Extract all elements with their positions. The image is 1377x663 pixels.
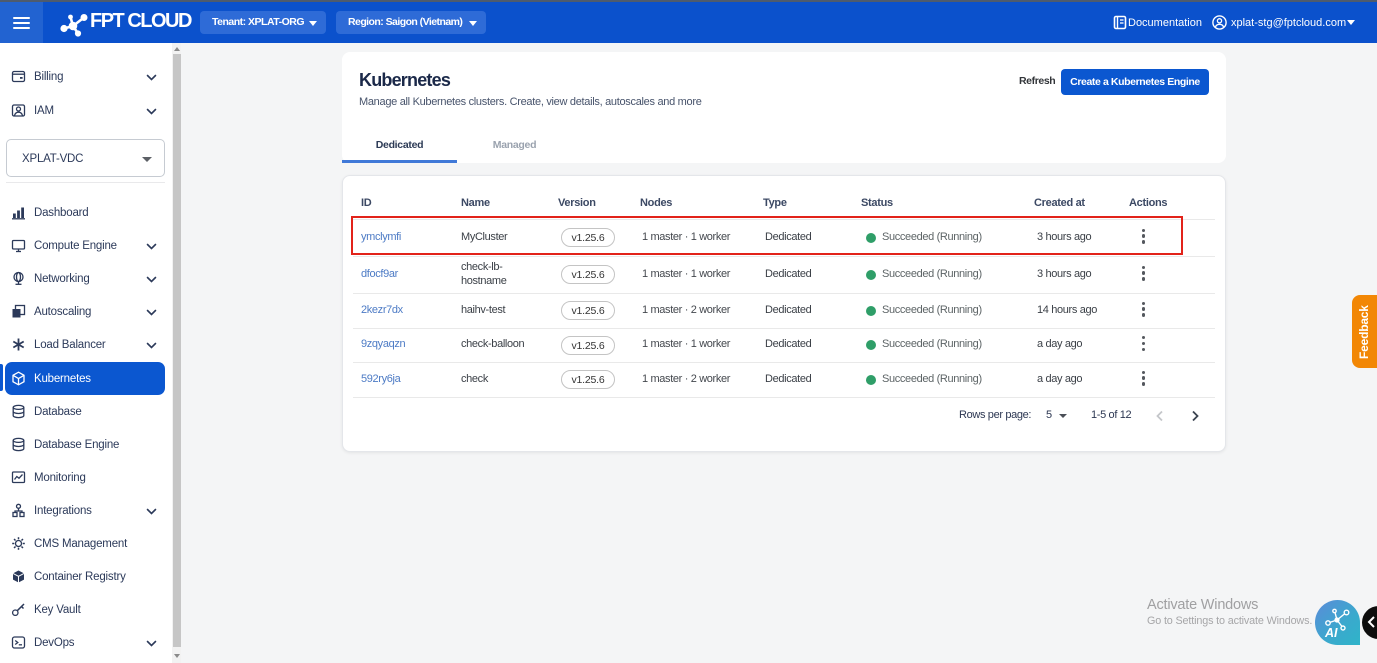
svg-text:AI: AI bbox=[1324, 626, 1338, 640]
